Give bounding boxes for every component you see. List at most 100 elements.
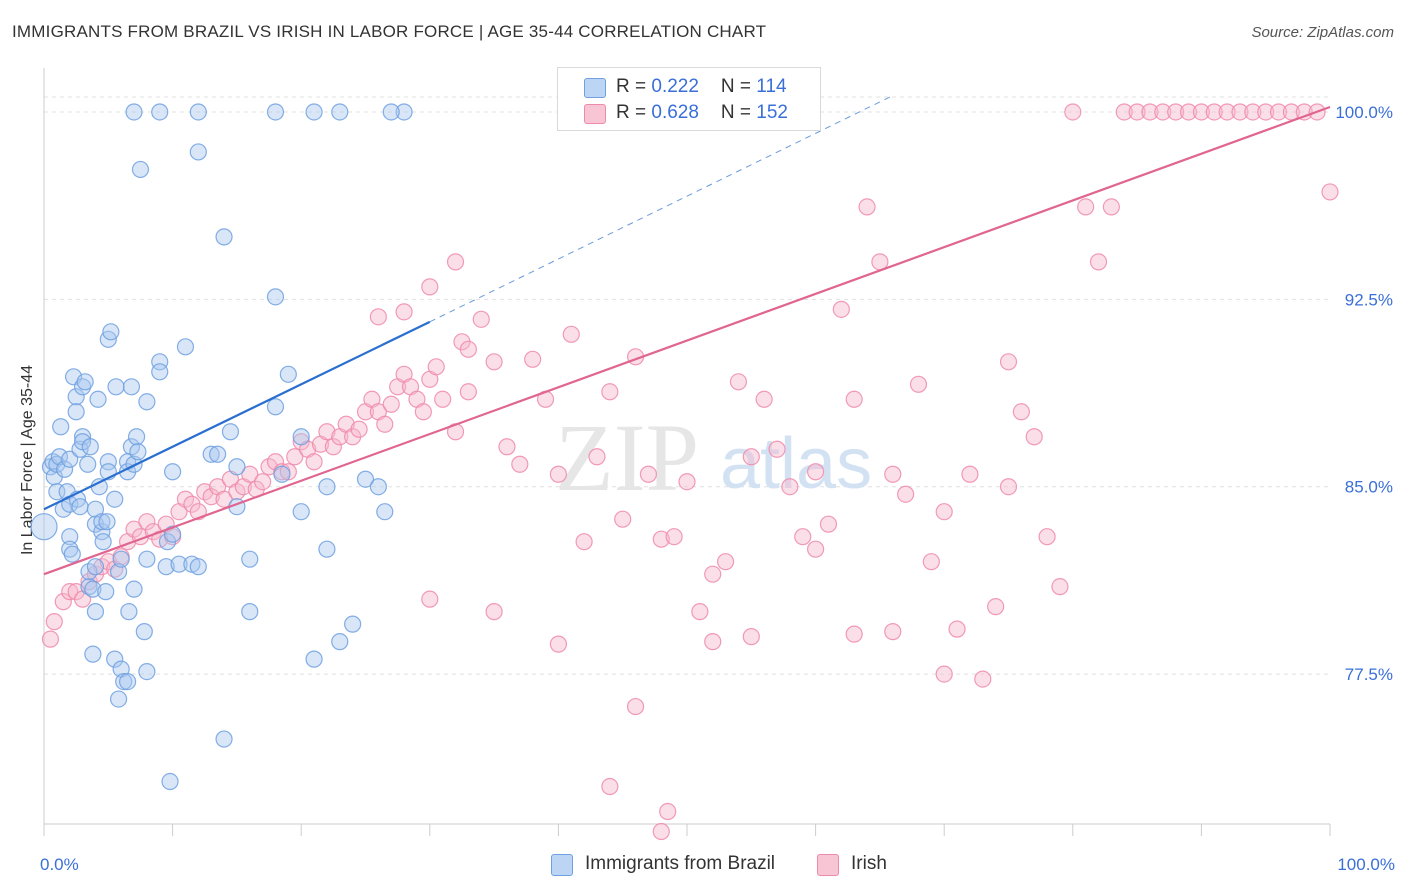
y-tick-label: 85.0% [1345, 478, 1393, 497]
irish-point [459, 383, 477, 401]
brazil-point [106, 650, 124, 668]
irish-point [1257, 103, 1275, 121]
watermark: ZIP atlas [555, 404, 872, 511]
bottom-brazil-label: Immigrants from Brazil [585, 853, 776, 874]
brazil-point [151, 353, 169, 371]
irish-point [639, 465, 658, 483]
irish-point [897, 485, 915, 503]
brazil-point [344, 615, 362, 633]
irish-point [999, 353, 1018, 371]
brazil-point [109, 563, 128, 581]
brazil-point [241, 603, 259, 621]
irish-point [935, 503, 953, 521]
irish-point [1269, 103, 1288, 121]
irish-point [241, 465, 259, 483]
irish-point [395, 303, 413, 321]
brazil-point [94, 533, 112, 551]
brazil-point [273, 465, 291, 483]
brazil-point [115, 672, 133, 691]
brazil-point [209, 445, 227, 463]
chart-title: IMMIGRANTS FROM BRAZIL VS IRISH IN LABOR… [12, 22, 767, 41]
brazil-point [376, 503, 394, 521]
irish-point [41, 630, 60, 648]
brazil-point [67, 388, 85, 406]
brazil-point [71, 498, 89, 516]
irish-point [858, 198, 876, 216]
source-label: Source: ZipAtlas.com [1251, 24, 1394, 41]
irish-point [1179, 103, 1198, 121]
irish-point [459, 340, 477, 358]
irish-point [665, 528, 683, 546]
irish-point [1102, 198, 1120, 216]
brazil-trend-extension [429, 96, 891, 323]
bottom-irish-swatch [817, 854, 839, 876]
irish-point [1154, 103, 1172, 121]
brazil-point [97, 583, 115, 601]
brazil-point [122, 378, 141, 396]
irish-point [601, 383, 619, 401]
irish-point [1064, 103, 1082, 121]
irish-point [935, 665, 953, 683]
irish-point [691, 603, 709, 621]
x-tick-label: 0.0% [40, 855, 79, 874]
brazil-point [138, 393, 156, 411]
brazil-point [266, 103, 285, 121]
irish-point [498, 438, 516, 456]
irish-point [652, 530, 670, 548]
irish-point [884, 623, 902, 641]
brazil-point [61, 450, 79, 468]
irish-point [794, 528, 812, 546]
irish-point [1025, 428, 1043, 446]
brazil-point [30, 513, 58, 541]
brazil-point [131, 160, 150, 179]
irish-stats: R = 0.628 N = 152 [616, 102, 788, 123]
irish-point [755, 390, 773, 408]
irish-point [1051, 578, 1069, 596]
bottom-irish-label: Irish [851, 853, 887, 874]
brazil-point [61, 540, 79, 558]
irish-point [549, 635, 568, 653]
brazil-point [151, 363, 169, 381]
irish-point [575, 533, 593, 551]
irish-point [54, 593, 72, 611]
irish-point [832, 300, 850, 318]
brazil-point [266, 288, 285, 306]
irish-point [202, 488, 220, 506]
irish-point [1231, 103, 1249, 121]
brazil-point [81, 438, 99, 456]
irish-point [61, 583, 79, 601]
brazil-point [135, 623, 153, 641]
irish-point [434, 390, 452, 408]
irish-point [562, 325, 580, 343]
irish-point [909, 375, 928, 393]
irish-point [524, 350, 542, 368]
irish-point [601, 777, 619, 796]
axis-layer [43, 68, 1331, 836]
irish-point [806, 540, 825, 558]
irish-point [511, 455, 529, 473]
irish-point [845, 390, 863, 408]
brazil-point [189, 143, 207, 161]
brazil-trend-line [43, 320, 431, 511]
brazil-point [79, 455, 97, 473]
irish-point [974, 670, 992, 688]
brazil-point [106, 490, 124, 508]
irish-point [652, 822, 670, 841]
irish-point [948, 620, 966, 638]
brazil-point [138, 550, 156, 568]
brazil-point [382, 103, 400, 121]
irish-point [1038, 528, 1056, 546]
brazil-point [63, 545, 81, 563]
irish-point [806, 463, 825, 481]
irish-point [324, 438, 342, 456]
brazil-point [170, 555, 188, 573]
irish-point [1089, 253, 1108, 271]
y-tick-label: 77.5% [1345, 665, 1393, 684]
irish-point [1115, 103, 1133, 121]
brazil-point [125, 580, 143, 598]
brazil-point [125, 103, 143, 121]
brazil-point [395, 103, 413, 121]
correlation-legend: R = 0.222 N = 114 R = 0.628 N = 152 [557, 67, 821, 131]
irish-point [704, 565, 722, 583]
irish-point [376, 415, 394, 433]
